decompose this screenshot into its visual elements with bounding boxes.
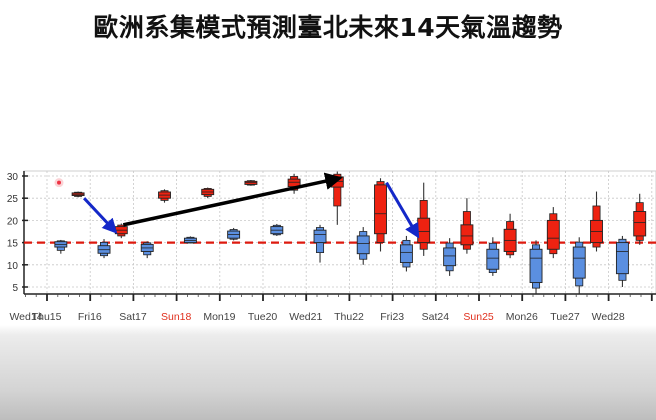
max-temp-box-Tue27 — [590, 191, 603, 252]
min-temp-box-Sat24 — [443, 238, 457, 276]
max-temp-box-Mon19 — [244, 179, 258, 186]
chart-title: 歐洲系集模式預測臺北未來14天氣溫趨勢 — [93, 13, 563, 42]
max-temp-box-Thu22 — [374, 178, 387, 252]
x-label-Wed14: Wed14 — [9, 311, 42, 323]
min-temp-box-Mon26 — [529, 240, 543, 294]
svg-text:15: 15 — [7, 239, 19, 250]
svg-text:20: 20 — [7, 216, 19, 227]
annotation-arrows — [83, 172, 420, 239]
x-label-Tue20: Tue20 — [248, 311, 278, 323]
svg-text:25: 25 — [7, 194, 19, 205]
x-label-Thu22: Thu22 — [334, 311, 364, 323]
x-label-Mon26: Mon26 — [506, 311, 538, 323]
x-label-Fri23: Fri23 — [380, 311, 404, 323]
axes: 5 10 15 20 25 30 — [7, 171, 656, 301]
svg-text:5: 5 — [12, 283, 18, 294]
black-arrow-icon — [122, 172, 343, 227]
min-temp-box-Tue27 — [572, 237, 586, 294]
max-temp-box-Sat17 — [158, 189, 171, 203]
min-temp-box-Wed21 — [313, 224, 327, 263]
min-temp-box-Wed28 — [615, 235, 629, 287]
max-temp-box-Sun18 — [201, 187, 215, 199]
max-temp-box-Thu15 — [71, 191, 85, 198]
x-label-Sun18: Sun18 — [161, 311, 192, 323]
min-temp-box-Fri23 — [399, 235, 413, 272]
max-temp-box-Mon26 — [546, 207, 560, 259]
min-temp-box-Thu22 — [356, 227, 370, 265]
x-label-Wed28: Wed28 — [592, 311, 625, 323]
min-temp-box-Sun25 — [486, 237, 500, 276]
min-temp-box-Sun18 — [183, 236, 197, 244]
max-temp-box-Sun25 — [503, 213, 517, 259]
blue-arrow-icon — [83, 197, 118, 234]
min-temp-box-Mon19 — [227, 227, 241, 241]
min-temp-box-Sat17 — [140, 241, 154, 259]
min-temp-box-Tue20 — [270, 223, 284, 236]
max-temp-box-Sat24 — [460, 198, 474, 254]
x-label-Thu15: Thu15 — [32, 311, 62, 323]
blue-arrow-icon — [385, 181, 420, 239]
x-label-Wed21: Wed21 — [289, 311, 322, 323]
min-temp-box-Fri16 — [97, 239, 111, 259]
min-temp-box-Thu15 — [54, 239, 68, 254]
x-label-Sat24: Sat24 — [422, 311, 450, 323]
svg-text:10: 10 — [7, 261, 19, 272]
x-label-Tue27: Tue27 — [550, 311, 580, 323]
x-label-Fri16: Fri16 — [78, 311, 102, 323]
max-temp-box-Wed28 — [633, 193, 647, 245]
x-label-Sat17: Sat17 — [119, 311, 147, 323]
x-label-Sun25: Sun25 — [463, 311, 494, 323]
max-temp-box-Fri23 — [417, 182, 431, 256]
svg-text:30: 30 — [7, 172, 19, 183]
x-label-Mon19: Mon19 — [203, 311, 235, 323]
